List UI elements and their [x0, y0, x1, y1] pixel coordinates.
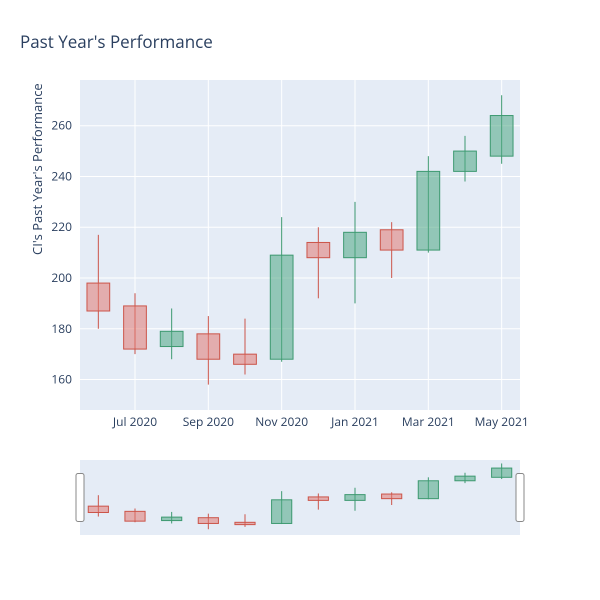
chart-title: Past Year's Performance: [20, 30, 213, 53]
svg-text:Jan 2021: Jan 2021: [330, 413, 379, 430]
range-selector[interactable]: [80, 460, 520, 535]
svg-text:Sep 2020: Sep 2020: [183, 413, 234, 430]
svg-text:May 2021: May 2021: [475, 413, 529, 430]
x-axis: Jul 2020 Sep 2020 Nov 2020 Jan 2021 Mar 2021…: [60, 412, 580, 432]
svg-text:240: 240: [51, 167, 72, 184]
svg-text:220: 220: [51, 218, 72, 235]
range-handle-right[interactable]: [516, 474, 524, 522]
main-plot[interactable]: 160180200220240260: [80, 80, 520, 410]
svg-text:Jul 2020: Jul 2020: [112, 413, 157, 430]
y-axis-label: CI's Past Year's Performance: [28, 83, 46, 255]
svg-text:200: 200: [51, 269, 72, 286]
svg-text:160: 160: [51, 371, 72, 388]
svg-text:Mar 2021: Mar 2021: [402, 413, 455, 430]
svg-text:Nov 2020: Nov 2020: [255, 413, 308, 430]
range-handle-left[interactable]: [76, 474, 84, 522]
svg-text:180: 180: [51, 320, 72, 337]
svg-text:260: 260: [51, 117, 72, 134]
chart-container: Past Year's Performance CI's Past Year's…: [0, 0, 600, 600]
